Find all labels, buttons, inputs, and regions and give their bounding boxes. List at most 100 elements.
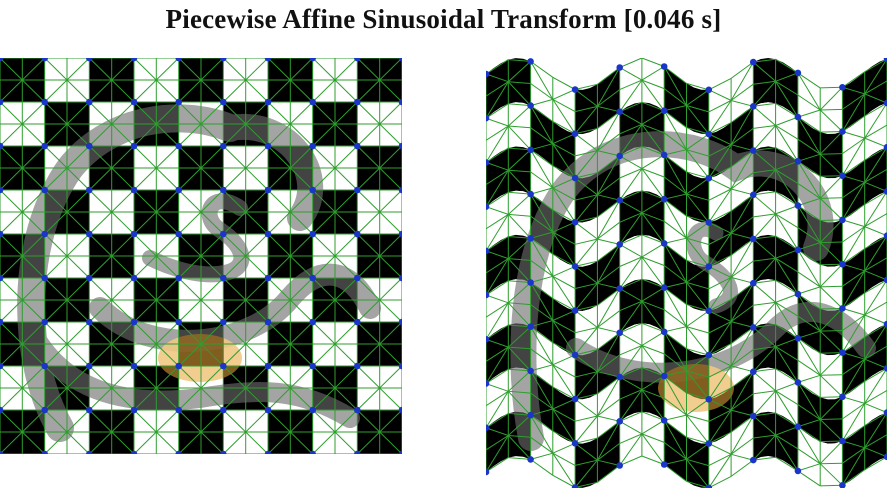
mesh-edge	[619, 256, 643, 289]
mesh-edge	[619, 300, 643, 312]
mesh-edge	[334, 189, 358, 213]
mesh-edge	[88, 58, 113, 81]
mesh-edge	[574, 415, 598, 422]
mesh-vertex	[354, 186, 361, 194]
mesh-edge	[797, 116, 821, 133]
mesh-vertex	[705, 484, 713, 488]
mesh-edge	[21, 79, 46, 103]
mesh-vertex	[616, 285, 623, 292]
mesh-edge	[155, 321, 180, 345]
mesh-edge	[686, 127, 709, 135]
mesh-edge	[222, 189, 247, 213]
original-mesh-vertices	[0, 58, 402, 454]
mesh-edge	[486, 81, 509, 97]
mesh-edge	[708, 221, 732, 234]
mesh-vertex	[616, 462, 623, 469]
mesh-edge	[222, 101, 247, 125]
mesh-edge	[66, 58, 90, 81]
mesh-edge	[88, 167, 113, 191]
mesh-vertex	[750, 235, 757, 243]
mesh-edge	[530, 215, 554, 233]
mesh-edge	[753, 279, 776, 284]
mesh-edge	[312, 101, 336, 125]
mesh-edge	[730, 282, 754, 322]
mesh-edge	[334, 255, 358, 279]
mesh-edge	[88, 79, 113, 103]
mesh-edge	[379, 409, 402, 433]
mesh-vertex	[130, 362, 138, 370]
mesh-edge	[289, 189, 314, 213]
mesh-edge	[597, 199, 621, 218]
mesh-edge	[552, 297, 576, 312]
mesh-edge	[619, 345, 643, 356]
mesh-edge	[730, 437, 754, 455]
mesh-vertex	[309, 274, 317, 282]
mesh-edge	[708, 266, 732, 278]
mesh-edge	[574, 327, 598, 334]
mesh-edge	[641, 300, 665, 333]
mesh-edge	[641, 389, 665, 399]
mesh-edge	[133, 79, 157, 103]
mesh-edge	[797, 337, 821, 376]
mesh-edge	[155, 255, 180, 279]
mesh-vertex	[220, 186, 227, 194]
mesh-edge	[752, 415, 776, 436]
mesh-edge	[864, 412, 887, 448]
mesh-edge	[486, 390, 509, 407]
mesh-edge	[775, 80, 799, 96]
mesh-edge	[111, 255, 135, 279]
mesh-edge	[797, 404, 821, 420]
mesh-edge	[111, 343, 135, 367]
mesh-edge	[111, 167, 135, 191]
mesh-edge	[21, 255, 46, 279]
mesh-edge	[486, 73, 509, 83]
mesh-edge	[508, 280, 531, 283]
mesh-edge	[775, 279, 799, 295]
mesh-edge	[730, 105, 754, 124]
mesh-edge	[596, 376, 621, 417]
mesh-edge	[641, 154, 665, 170]
mesh-vertex	[130, 58, 138, 62]
mesh-edge	[486, 412, 509, 429]
mesh-vertex	[750, 58, 757, 66]
mesh-vertex	[175, 58, 182, 62]
mesh-edge	[486, 280, 509, 296]
mesh-edge	[641, 168, 665, 178]
mesh-edge	[312, 79, 336, 103]
mesh-edge	[66, 79, 90, 103]
mesh-edge	[507, 105, 531, 127]
mesh-edge	[200, 387, 224, 411]
mesh-edge	[88, 343, 113, 367]
mesh-edge	[597, 177, 621, 196]
mesh-edge	[797, 94, 821, 111]
mesh-vertex	[486, 291, 490, 299]
mesh-edge	[730, 194, 754, 212]
mesh-edge	[775, 205, 799, 215]
mesh-edge	[155, 167, 180, 191]
mesh-edge	[66, 211, 90, 235]
mesh-vertex	[883, 320, 887, 328]
mesh-edge	[486, 435, 509, 451]
mesh-edge	[641, 79, 665, 90]
mesh-edge	[619, 389, 643, 422]
mesh-vertex	[660, 195, 668, 203]
mesh-edge	[686, 370, 710, 400]
mesh-edge	[641, 110, 665, 125]
mesh-edge	[178, 299, 202, 323]
mesh-edge	[530, 83, 554, 100]
mesh-vertex	[264, 186, 272, 194]
mesh-edge	[0, 145, 23, 169]
mesh-edge	[864, 93, 887, 104]
mesh-edge	[841, 93, 866, 132]
mesh-edge	[663, 243, 687, 283]
mesh-edge	[222, 123, 247, 147]
mesh-edge	[508, 412, 531, 416]
mesh-edge	[356, 387, 381, 411]
mesh-edge	[155, 211, 180, 235]
mesh-edge	[775, 434, 799, 472]
mesh-vertex	[309, 318, 317, 326]
mesh-edge	[730, 371, 754, 411]
mesh-vertex	[794, 246, 802, 254]
mesh-edge	[574, 216, 598, 223]
mesh-edge	[200, 58, 224, 81]
